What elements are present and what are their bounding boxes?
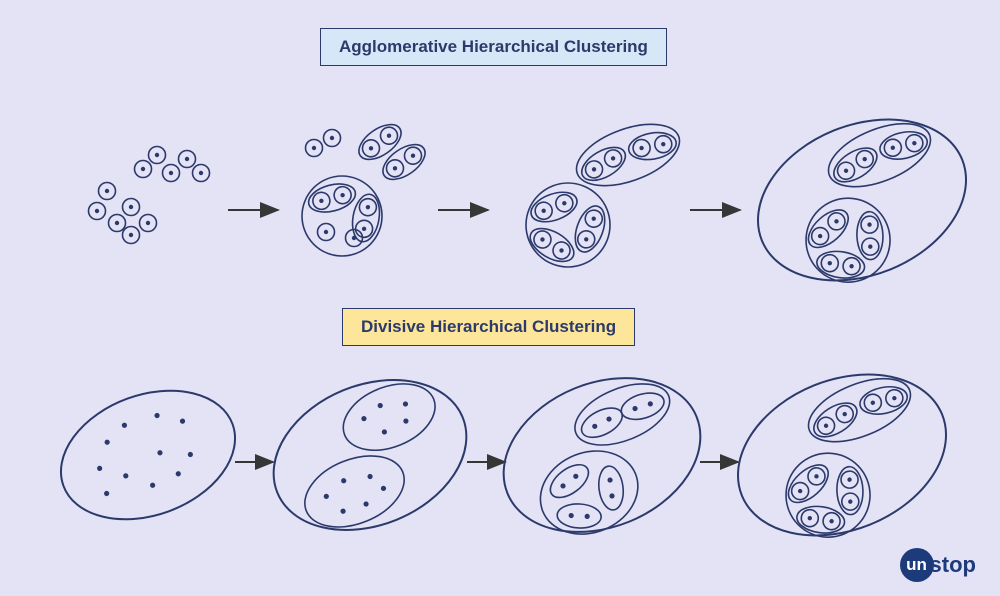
div-stage-3: [480, 350, 723, 560]
agg-stage-2: [302, 118, 431, 256]
div-stage-4: [714, 345, 971, 565]
div-stage-1: [43, 368, 253, 542]
agg-stage-4: [734, 90, 991, 310]
clustering-diagram: [0, 0, 1000, 596]
agg-stage-3: [525, 112, 688, 268]
logo-text: stop: [930, 552, 976, 577]
logo-circle: un: [900, 548, 934, 582]
agg-stage-1: [89, 147, 210, 244]
div-stage-2: [251, 353, 489, 558]
unstop-logo: unstop: [900, 548, 976, 582]
